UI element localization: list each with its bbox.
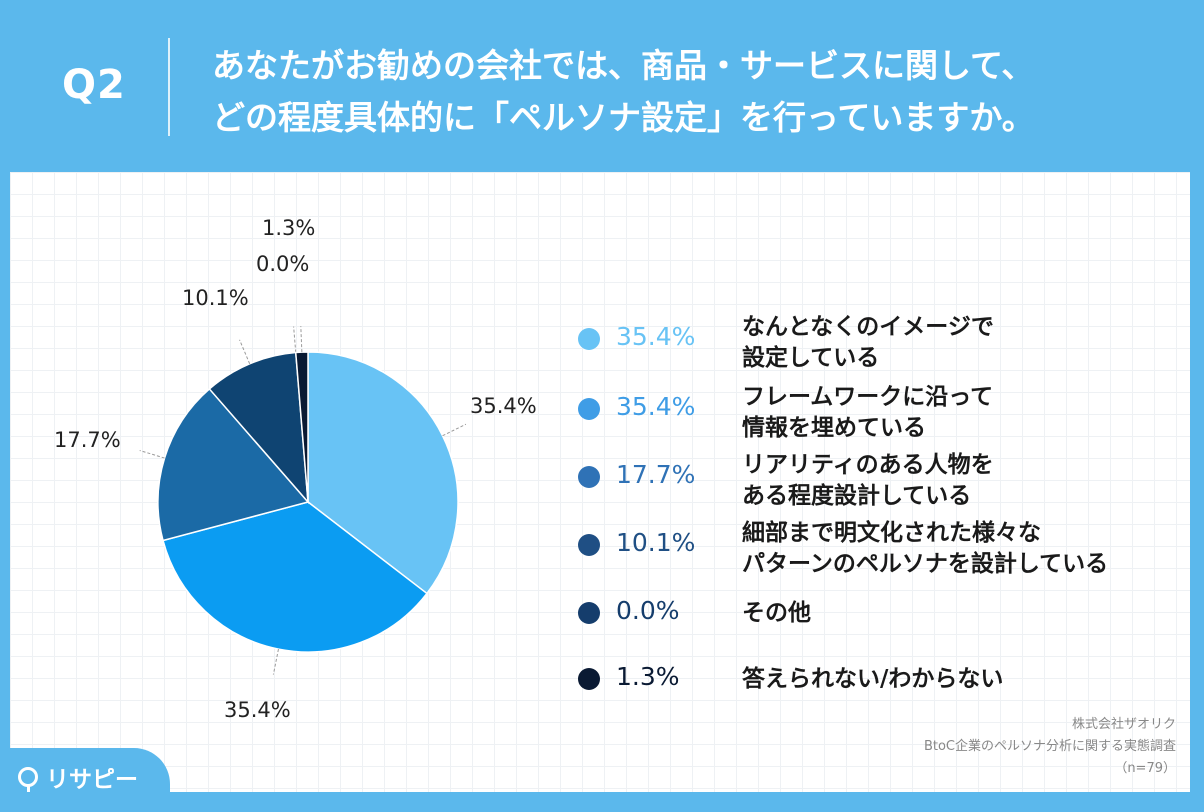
legend-swatch <box>578 668 600 690</box>
legend-swatch <box>578 398 600 420</box>
legend-item: 10.1% 細部まで明文化された様々な パターンのペルソナを設計している <box>570 518 1190 578</box>
legend-percentage: 1.3% <box>616 662 680 691</box>
pie-data-label: 1.3% <box>262 216 316 240</box>
header: Q2 あなたがお勧めの会社では、商品・サービスに関して、 どの程度具体的に「ペル… <box>0 0 1204 170</box>
pie-slice <box>157 387 310 542</box>
pie-data-label: 35.4% <box>470 394 537 418</box>
legend-item: 35.4% フレームワークに沿って 情報を埋めている <box>570 382 1190 442</box>
legend-label: なんとなくのイメージで 設定している <box>742 314 994 371</box>
legend-label: フレームワークに沿って 情報を埋めている <box>742 384 994 441</box>
legend-label: リアリティのある人物を ある程度設計している <box>742 452 994 509</box>
source-note: 株式会社ザオリク BtoC企業のペルソナ分析に関する実態調査 （n=79） <box>924 714 1176 780</box>
pie-data-label: 35.4% <box>224 698 291 722</box>
source-survey: BtoC企業のペルソナ分析に関する実態調査 <box>923 739 1176 754</box>
legend-swatch <box>578 328 600 350</box>
brand-logo: リサピー <box>18 760 138 794</box>
pie-leader-line <box>239 339 251 364</box>
pie-slice <box>307 351 459 595</box>
question-text: あなたがお勧めの会社では、商品・サービスに関して、 どの程度具体的に「ペルソナ設… <box>212 40 1035 144</box>
header-divider <box>168 38 170 136</box>
legend-swatch <box>578 466 600 488</box>
pie-leader-line <box>300 326 303 353</box>
legend-item: 17.7% リアリティのある人物を ある程度設計している <box>570 450 1190 510</box>
legend-label: 細部まで明文化された様々な パターンのペルソナを設計している <box>742 520 1109 577</box>
question-line-2: どの程度具体的に「ペルソナ設定」を行っていますか。 <box>212 98 1035 137</box>
pie-data-label: 0.0% <box>256 252 310 276</box>
legend-percentage: 10.1% <box>616 528 696 557</box>
legend-percentage: 17.7% <box>616 460 696 489</box>
pie-leader-line <box>272 648 279 675</box>
legend-item: 0.0% その他 <box>570 586 1190 646</box>
legend-item: 1.3% 答えられない/わからない <box>570 652 1190 712</box>
legend-percentage: 0.0% <box>616 596 680 625</box>
legend-percentage: 35.4% <box>616 322 696 351</box>
legend-swatch <box>578 534 600 556</box>
source-n: （n=79） <box>1114 761 1176 776</box>
pie-chart <box>139 326 467 675</box>
pie-data-label: 17.7% <box>54 428 121 452</box>
question-number: Q2 <box>62 62 126 108</box>
source-company: 株式会社ザオリク <box>1071 717 1176 732</box>
pie-slice <box>162 501 428 653</box>
legend-label: 答えられない/わからない <box>742 666 1004 692</box>
pie-data-label: 10.1% <box>182 286 249 310</box>
pin-icon <box>18 767 38 792</box>
legend-item: 35.4% なんとなくのイメージで 設定している <box>570 312 1190 372</box>
pie-leader-line <box>442 423 467 437</box>
legend-swatch <box>578 602 600 624</box>
logo-text: リサピー <box>46 767 138 793</box>
legend-label: その他 <box>742 600 811 626</box>
legend-percentage: 35.4% <box>616 392 696 421</box>
question-line-1: あなたがお勧めの会社では、商品・サービスに関して、 <box>212 46 1035 85</box>
chart-panel: 35.4% 35.4% 17.7% 10.1% 0.0% 1.3% 35.4% なんとなくの… <box>10 172 1190 792</box>
pie-leader-line <box>139 449 165 459</box>
pie-leader-line <box>293 326 297 353</box>
